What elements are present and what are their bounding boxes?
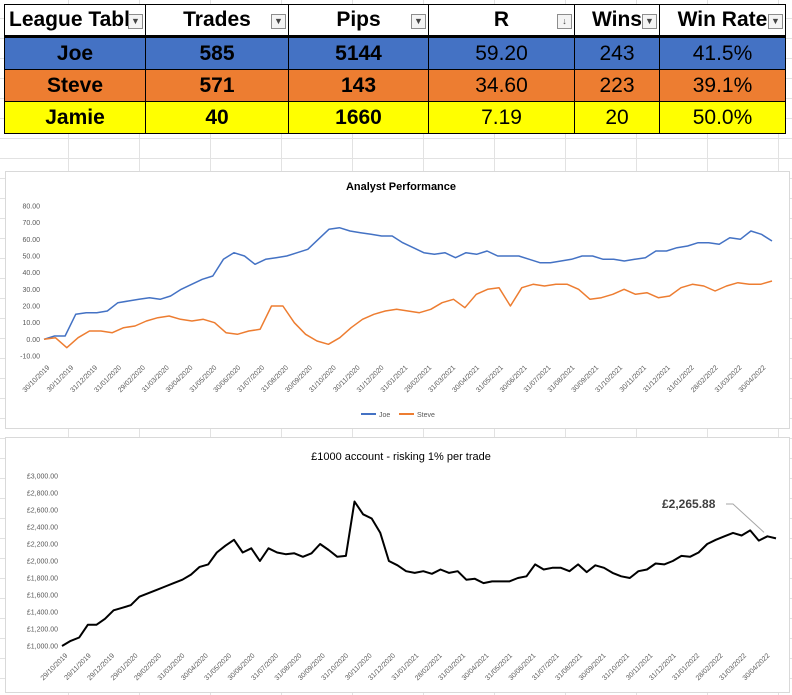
league-table-header-row: League Tabl ▼ Trades ▼ Pips ▼ R ↓ Wins ▼ Win … [4,4,786,37]
cell-r[interactable]: 59.20 [428,35,575,70]
table-row[interactable]: Jamie 40 1660 7.19 20 50.0% [4,101,786,134]
y-tick-label: 80.00 [22,204,40,211]
cell-wins[interactable]: 20 [574,101,660,134]
legend-joe-label: Joe [379,412,390,419]
filter-dropdown-icon[interactable]: ▼ [411,14,426,29]
legend-steve-label: Steve [417,412,435,419]
filter-dropdown-icon[interactable]: ▼ [768,14,783,29]
y-tick-label: £3,000.00 [27,474,58,481]
header-r-label: R [493,8,510,31]
cell-trades[interactable]: 40 [145,101,289,134]
header-pips-label: Pips [336,8,381,31]
account-equity-chart[interactable]: £1000 account - risking 1% per trade £1,… [5,437,790,693]
cell-r[interactable]: 7.19 [428,101,575,134]
header-win-rate-label: Win Rate [677,8,768,31]
y-tick-label: 50.00 [22,254,40,261]
y-tick-label: £1,200.00 [27,627,58,634]
y-tick-label: -10.00 [20,354,40,361]
chart-legend: Joe Steve [361,412,435,419]
header-wins-label: Wins [592,8,642,31]
cell-pips[interactable]: 143 [288,69,429,102]
cell-trades[interactable]: 571 [145,69,289,102]
y-tick-label: £1,600.00 [27,593,58,600]
y-tick-label: 0.00 [26,337,40,344]
cell-trades[interactable]: 585 [145,35,289,70]
series-line-joe [43,226,773,341]
y-tick-label: 10.00 [22,320,40,327]
sort-filter-icon[interactable]: ↓ [557,14,572,29]
annotation-leader-line [726,503,765,533]
cell-win-rate[interactable]: 41.5% [659,35,786,70]
y-tick-label: £2,200.00 [27,542,58,549]
y-tick-label: £1,400.00 [27,610,58,617]
league-table: League Tabl ▼ Trades ▼ Pips ▼ R ↓ Wins ▼ Win … [4,4,786,134]
y-tick-label: 70.00 [22,220,40,227]
analyst-performance-svg: Analyst Performance -10.00 0.00 10.00 20.00… [20,181,773,419]
header-pips: Pips ▼ [288,4,429,37]
cell-name[interactable]: Joe [4,35,146,70]
cell-pips[interactable]: 1660 [288,101,429,134]
filter-dropdown-icon[interactable]: ▼ [642,14,657,29]
cell-name[interactable]: Steve [4,69,146,102]
series-line [61,500,777,647]
y-tick-label: 20.00 [22,304,40,311]
header-name-label: League Tabl [9,8,130,31]
cell-wins[interactable]: 223 [574,69,660,102]
y-tick-label: £2,600.00 [27,508,58,515]
filter-dropdown-icon[interactable]: ▼ [271,14,286,29]
table-row[interactable]: Joe 585 5144 59.20 243 41.5% [4,35,786,70]
y-tick-label: £2,400.00 [27,525,58,532]
header-win-rate: Win Rate ▼ [659,4,786,37]
y-tick-label: £2,000.00 [27,559,58,566]
y-tick-label: £1,000.00 [27,644,58,651]
header-trades-label: Trades [183,8,251,31]
cell-wins[interactable]: 243 [574,35,660,70]
cell-r[interactable]: 34.60 [428,69,575,102]
cell-pips[interactable]: 5144 [288,35,429,70]
chart-title: Analyst Performance [346,181,456,193]
header-r: R ↓ [428,4,575,37]
cell-win-rate[interactable]: 50.0% [659,101,786,134]
analyst-performance-chart[interactable]: Analyst Performance -10.00 0.00 10.00 20.00… [5,171,790,429]
y-tick-label: 30.00 [22,287,40,294]
chart-title: £1000 account - risking 1% per trade [311,451,491,463]
series-line-steve [43,280,773,349]
y-tick-label: 60.00 [22,237,40,244]
filter-dropdown-icon[interactable]: ▼ [128,14,143,29]
account-equity-svg: £1000 account - risking 1% per trade £1,… [27,451,777,682]
y-tick-label: £1,800.00 [27,576,58,583]
header-trades: Trades ▼ [145,4,289,37]
table-row[interactable]: Steve 571 143 34.60 223 39.1% [4,69,786,102]
cell-win-rate[interactable]: 39.1% [659,69,786,102]
cell-name[interactable]: Jamie [4,101,146,134]
header-name: League Tabl ▼ [4,4,146,37]
header-wins: Wins ▼ [574,4,660,37]
y-tick-label: £2,800.00 [27,491,58,498]
final-value-annotation: £2,265.88 [662,497,716,511]
y-tick-label: 40.00 [22,270,40,277]
